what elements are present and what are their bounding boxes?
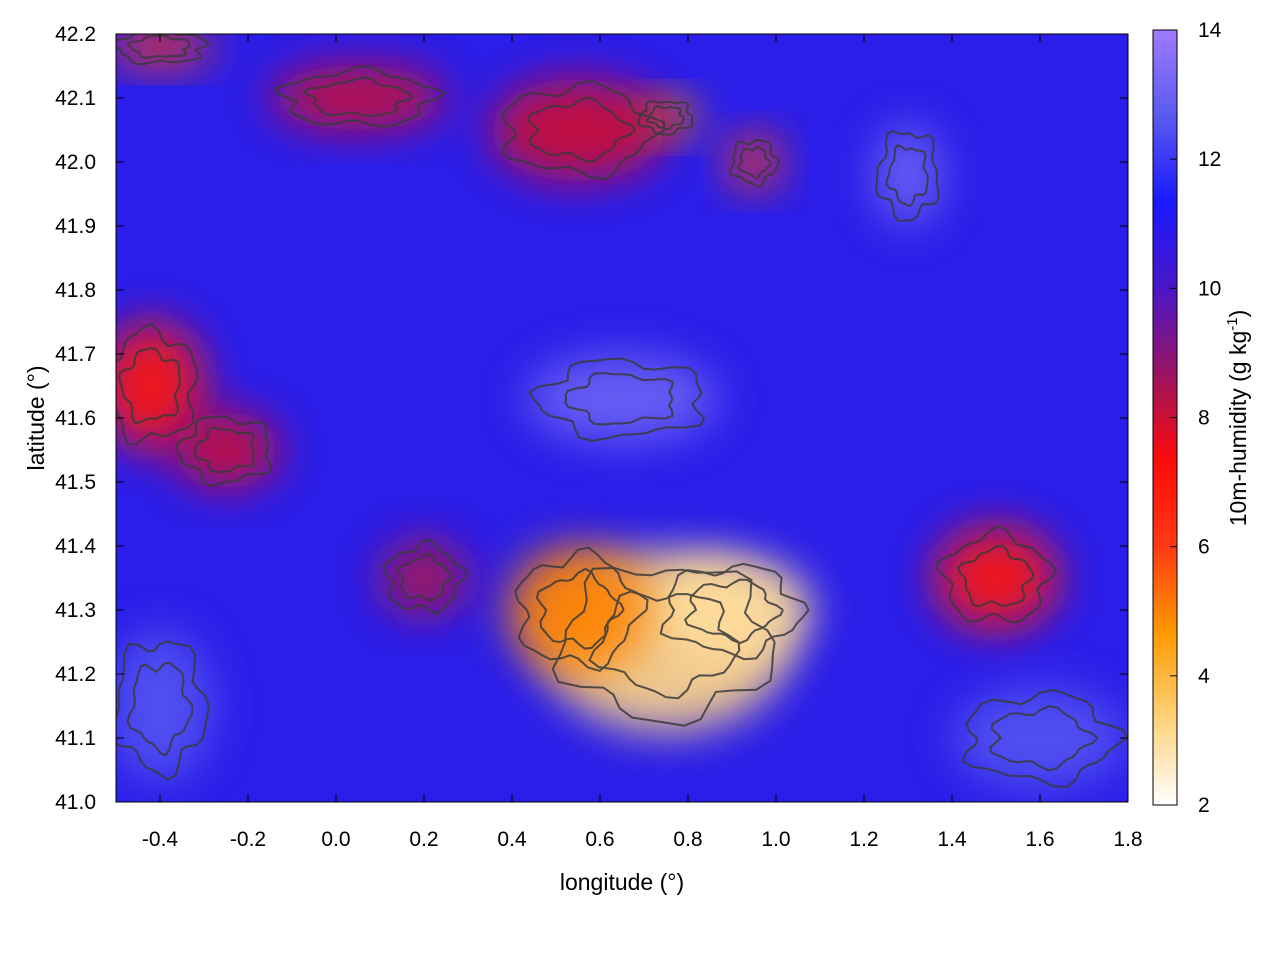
x-axis-label: longitude (°)	[560, 869, 684, 895]
contour-line	[118, 346, 181, 425]
colorbar-ticks: 2 4 6 8 10 12 14	[1170, 19, 1222, 817]
contour-line	[875, 130, 940, 222]
contour-line	[382, 539, 469, 615]
colorbar-tick-label: 8	[1198, 407, 1210, 430]
contour-line	[514, 546, 649, 673]
contour-line	[961, 688, 1128, 789]
x-axis: -0.4 -0.2 0.0 0.2 0.4 0.6 0.8 1.0 1.2 1.4 1.6 1.8	[142, 34, 1143, 851]
y-tick-label: 41.3	[55, 599, 96, 622]
y-tick-label: 42.2	[55, 23, 96, 46]
x-tick-label: 1.6	[1025, 828, 1054, 851]
x-tick-label: 0.0	[321, 828, 350, 851]
contour-line	[302, 76, 414, 117]
contour-line	[729, 138, 781, 188]
x-tick-label: 1.8	[1113, 828, 1142, 851]
contour-line	[683, 578, 784, 645]
contour-line	[528, 357, 706, 443]
colorbar-label: 10m-humidity (g kg-1)	[1224, 310, 1251, 527]
colorbar-label-end: )	[1225, 310, 1251, 318]
contour-line	[885, 143, 929, 207]
contour-line	[535, 567, 625, 650]
heatmap-feature-9	[270, 66, 446, 130]
y-axis: 41.0 41.1 41.2 41.3 41.4 41.5 41.6 41.7 41.8 41.9…	[55, 23, 1128, 814]
contour-line	[736, 146, 772, 180]
contour-lines	[116, 34, 1128, 789]
colorbar-label-main: 10m-humidity (g kg	[1225, 331, 1251, 527]
x-tick-label: -0.2	[230, 828, 266, 851]
x-tick-label: 1.4	[937, 828, 967, 851]
y-tick-label: 41.7	[55, 343, 96, 366]
contour-line	[551, 566, 776, 727]
heatmap-feature-14	[952, 686, 1128, 790]
contour-line	[396, 552, 453, 602]
contour-line	[659, 562, 810, 661]
y-tick-label: 41.1	[55, 727, 96, 750]
y-axis-label: latitude (°)	[23, 365, 49, 470]
contour-line	[500, 79, 666, 181]
contour-line	[956, 544, 1035, 608]
y-tick-label: 41.9	[55, 215, 96, 238]
y-tick-label: 41.8	[55, 279, 96, 302]
y-tick-label: 41.0	[55, 791, 96, 814]
colorbar-tick-label: 2	[1198, 794, 1210, 817]
contour-line	[193, 427, 255, 474]
heatmap-feature-8	[490, 78, 666, 182]
x-tick-label: 1.0	[761, 828, 790, 851]
contour-line	[126, 661, 194, 757]
x-tick-label: 0.6	[585, 828, 614, 851]
colorbar-tick-label: 4	[1198, 665, 1210, 688]
y-tick-label: 41.6	[55, 407, 96, 430]
x-tick-label: 0.8	[673, 828, 702, 851]
heatmap-field	[116, 34, 1128, 802]
heatmap-feature-15	[380, 539, 468, 617]
y-tick-label: 41.5	[55, 471, 96, 494]
colorbar-tick-label: 6	[1198, 536, 1210, 559]
x-tick-label: 1.2	[849, 828, 878, 851]
heatmap-feature-13	[116, 629, 213, 783]
heatmap-feature-3	[934, 526, 1058, 630]
x-tick-label: 0.4	[497, 828, 527, 851]
colorbar-tick-label: 14	[1198, 19, 1222, 42]
contour-line	[588, 590, 741, 700]
contour-line	[175, 415, 273, 488]
heatmap-feature-1	[652, 558, 812, 662]
contour-line	[636, 99, 694, 136]
contour-line	[116, 640, 210, 781]
colorbar-tick-label: 12	[1198, 148, 1221, 171]
x-tick-label: 0.2	[409, 828, 438, 851]
contour-line	[936, 525, 1058, 624]
contour-line	[564, 372, 674, 426]
contour-line	[526, 96, 637, 163]
y-tick-label: 42.0	[55, 151, 96, 174]
heatmap-feature-4	[116, 322, 204, 450]
contour-line	[116, 322, 200, 446]
contour-line	[126, 34, 191, 59]
contour-line	[988, 705, 1099, 772]
colorbar: 2 4 6 8 10 12 14 10m-humidity (g kg-1)	[1152, 19, 1251, 817]
y-tick-label: 42.1	[55, 87, 96, 110]
x-tick-label: -0.4	[142, 828, 179, 851]
colorbar-tick-label: 10	[1198, 277, 1221, 300]
colorbar-label-superscript: -1	[1224, 317, 1241, 330]
contour-line	[273, 65, 447, 128]
y-tick-label: 41.4	[55, 535, 96, 558]
y-tick-label: 41.2	[55, 663, 96, 686]
heatmap-feature-2	[507, 546, 649, 674]
contour-line	[116, 34, 210, 66]
